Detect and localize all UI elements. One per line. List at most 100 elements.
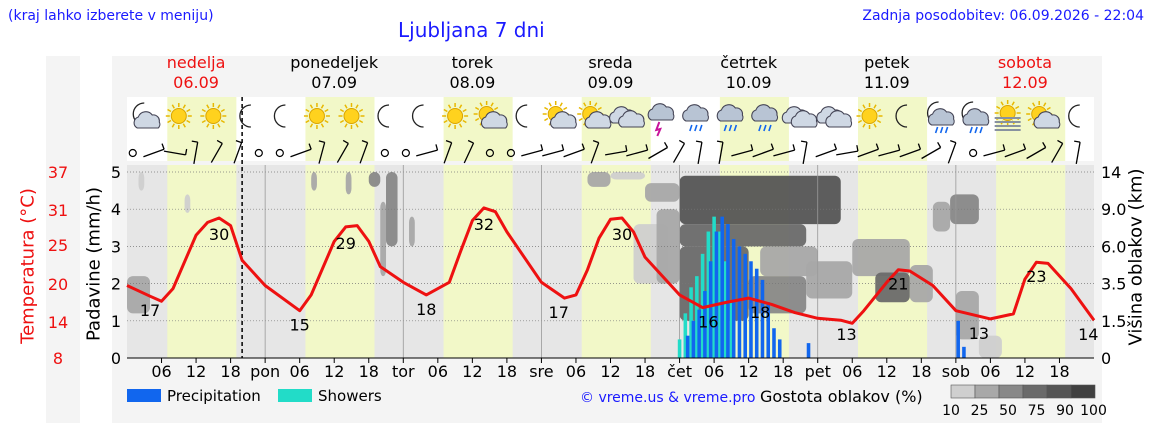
- wind-shaft: [697, 142, 703, 164]
- moon-icon: [239, 104, 251, 128]
- day-date: 08.09: [449, 73, 495, 92]
- x-tick-label: 12: [738, 362, 758, 381]
- precip-tick-label: 2: [111, 275, 121, 294]
- x-tick-label: 18: [359, 362, 379, 381]
- shower-bar: [712, 216, 716, 358]
- cloud-density-swatch: [1022, 384, 1048, 399]
- wind-barb: [899, 143, 922, 158]
- sun-ray: [339, 108, 345, 113]
- day-date: 06.09: [173, 73, 219, 92]
- temperature-label: 16: [698, 313, 718, 332]
- wind-shaft: [731, 149, 753, 157]
- cloud-density-block: [311, 172, 317, 191]
- x-tick-label: 06: [566, 362, 586, 381]
- precip-tick-label: 1: [111, 312, 121, 331]
- wind-barb: [947, 140, 957, 164]
- precipitation-bar: [726, 224, 730, 358]
- wind-feather: [361, 140, 368, 144]
- lightning: [654, 121, 663, 137]
- wind-shaft: [193, 142, 199, 164]
- sun-ray: [1032, 102, 1036, 107]
- rain-drop: [974, 126, 978, 134]
- rain-drop: [728, 124, 733, 132]
- precip-tick-label: 5: [111, 163, 121, 182]
- sun-disc: [308, 108, 325, 124]
- shower-bar: [729, 302, 734, 358]
- sun-disc: [343, 108, 360, 124]
- temperature-label: 17: [549, 303, 569, 322]
- cloud-density-block: [978, 335, 1002, 358]
- sun-ray: [1046, 106, 1051, 111]
- x-tick-label: 12: [1015, 362, 1035, 381]
- moon-rain-icon: [961, 101, 990, 134]
- wind-shaft: [947, 142, 957, 164]
- day-date: 07.09: [311, 73, 357, 92]
- temperature-label: 29: [336, 234, 356, 253]
- cloud-shape: [927, 108, 955, 126]
- sun-ray: [320, 123, 325, 128]
- cloud-height-tick-label: 14: [1101, 163, 1121, 182]
- cloud-density-level: 50: [999, 403, 1017, 419]
- wind-shaft: [563, 148, 585, 158]
- wind-shaft: [416, 149, 438, 157]
- sun-ray: [201, 108, 206, 113]
- sun-ray: [355, 104, 359, 109]
- wind-shaft: [899, 148, 921, 158]
- precipitation-bar: [760, 279, 765, 358]
- temperature-label: 30: [612, 225, 632, 244]
- sun-ray: [1000, 101, 1004, 106]
- cloud-shape: [716, 104, 744, 122]
- precipitation-bar: [697, 309, 701, 358]
- wind-barb: [416, 144, 439, 157]
- temperature-label: 17: [140, 301, 160, 320]
- sun-ray: [597, 106, 602, 111]
- cloud-density-level: 10: [942, 403, 960, 419]
- wind-shaft: [443, 142, 453, 164]
- wind-feather: [645, 144, 649, 151]
- wind-feather: [191, 140, 198, 143]
- wind-shaft: [752, 148, 774, 158]
- wind-feather: [540, 144, 544, 151]
- wind-barb: [1004, 143, 1027, 158]
- sun-ray: [594, 102, 598, 107]
- day-name: torek: [452, 53, 494, 72]
- cloud-density-level: 75: [1028, 403, 1046, 419]
- x-tick-label: pet: [805, 362, 831, 381]
- sun-ray: [1027, 106, 1032, 111]
- sun-ray: [344, 123, 348, 128]
- x-tick-label: 06: [151, 362, 171, 381]
- wind-feather: [875, 143, 880, 150]
- cloud-density-block: [656, 209, 680, 284]
- temperature-tick-label: 25: [48, 236, 68, 255]
- rain-drop: [939, 126, 944, 134]
- x-tick-label: 18: [911, 362, 931, 381]
- legend-precip-label: Precipitation: [167, 387, 261, 405]
- x-tick-label: 18: [220, 362, 240, 381]
- wind-shaft: [463, 142, 475, 164]
- x-tick-label: 06: [704, 362, 724, 381]
- wind-feather: [937, 141, 942, 148]
- day-date: 09.09: [588, 73, 634, 92]
- wind-barb: [878, 144, 901, 157]
- legend-precip-swatch: [127, 389, 161, 402]
- sun-ray: [309, 123, 314, 128]
- wind-feather: [695, 140, 703, 143]
- legend-showers-swatch: [278, 389, 312, 402]
- precipitation-bar: [956, 320, 960, 358]
- wind-feather: [663, 141, 669, 148]
- sun-ray: [201, 119, 206, 124]
- sun-disc: [170, 108, 187, 124]
- wind-feather: [750, 144, 754, 151]
- icon-daylight-band: [858, 97, 928, 161]
- wind-barb: [191, 140, 199, 164]
- sun-ray: [443, 108, 448, 113]
- x-tick-label: 18: [497, 362, 517, 381]
- sun-cloud-icon: [577, 101, 612, 129]
- x-tick-label: 12: [186, 362, 206, 381]
- cloud-density-block: [610, 172, 646, 180]
- x-tick-label: pon: [250, 362, 280, 381]
- rain-drop: [969, 126, 973, 134]
- thunder-rain-icon: [647, 103, 675, 137]
- cloud-shape: [751, 104, 778, 122]
- daylight-band: [996, 165, 1066, 358]
